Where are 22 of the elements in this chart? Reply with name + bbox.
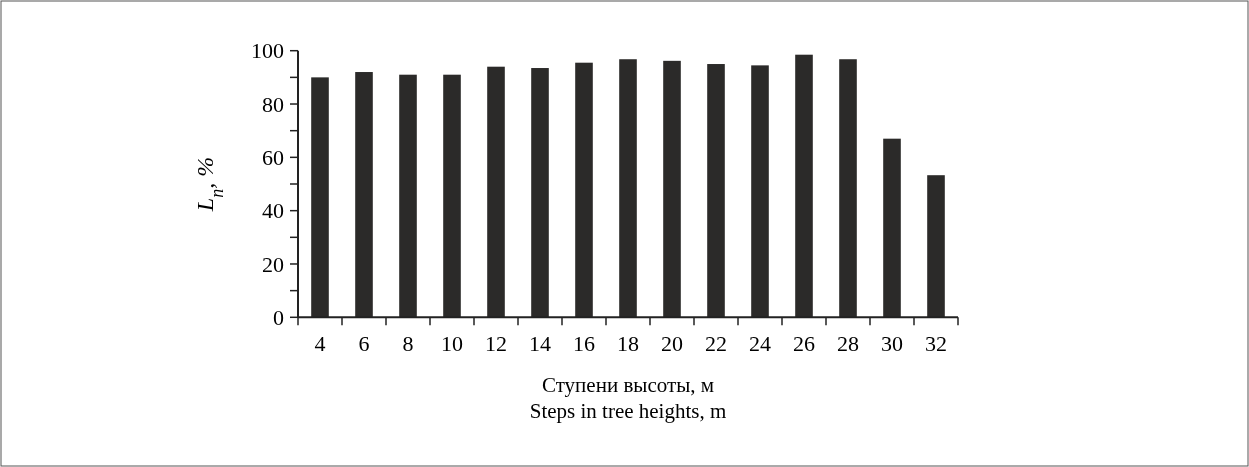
x-tick-label: 6 [358,331,370,357]
y-tick-label: 40 [262,198,284,224]
x-tick-label: 32 [925,331,947,357]
x-tick-label: 24 [749,331,771,357]
x-tick-label: 14 [529,331,551,357]
x-tick-label: 4 [314,331,326,357]
x-tick-label: 18 [617,331,639,357]
x-axis-title: Ступени высоты, м Steps in tree heights, m [529,373,727,424]
x-tick-label: 22 [705,331,727,357]
x-tick-label: 20 [661,331,683,357]
x-tick-label: 26 [793,331,815,357]
x-tick-label: 16 [573,331,595,357]
x-tick-label: 12 [485,331,507,357]
y-tick-label: 100 [251,38,284,64]
x-tick-label: 28 [837,331,859,357]
x-tick-label: 30 [881,331,903,357]
y-tick-label: 20 [262,251,284,277]
x-tick-label: 10 [441,331,463,357]
x-tick-label: 8 [402,331,414,357]
y-tick-label: 80 [262,91,284,117]
y-tick-label: 60 [262,145,284,171]
y-tick-label: 0 [273,305,284,330]
